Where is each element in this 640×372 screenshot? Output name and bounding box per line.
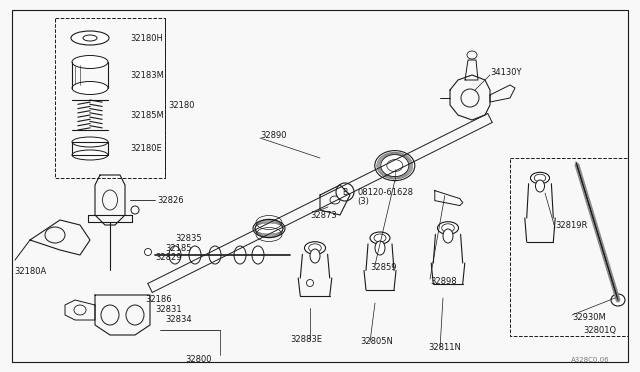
Ellipse shape	[145, 248, 152, 256]
Text: 32859: 32859	[370, 263, 397, 273]
Text: A328C0.06: A328C0.06	[572, 357, 610, 363]
Ellipse shape	[209, 246, 221, 264]
Ellipse shape	[252, 246, 264, 264]
Ellipse shape	[71, 31, 109, 45]
Text: 32831: 32831	[155, 305, 182, 314]
Text: 32898: 32898	[430, 278, 456, 286]
Ellipse shape	[307, 279, 314, 286]
Text: 32890: 32890	[260, 131, 287, 140]
Text: 32180H: 32180H	[130, 33, 163, 42]
Text: 32180E: 32180E	[130, 144, 162, 153]
Ellipse shape	[72, 81, 108, 94]
Ellipse shape	[234, 246, 246, 264]
Text: 32185M: 32185M	[130, 110, 164, 119]
Text: 32811N: 32811N	[428, 343, 461, 353]
Text: 32930M: 32930M	[572, 314, 605, 323]
Ellipse shape	[611, 294, 625, 306]
Text: 32834: 32834	[165, 315, 191, 324]
Text: 32883E: 32883E	[290, 336, 322, 344]
Text: 32185: 32185	[165, 244, 191, 253]
Ellipse shape	[375, 151, 415, 180]
Text: 32826: 32826	[157, 196, 184, 205]
Ellipse shape	[438, 222, 458, 234]
Text: 08120-61628: 08120-61628	[357, 187, 413, 196]
Ellipse shape	[443, 229, 453, 243]
Text: B: B	[342, 187, 348, 196]
Ellipse shape	[189, 246, 201, 264]
Ellipse shape	[131, 206, 139, 214]
Ellipse shape	[72, 150, 108, 160]
Text: 34130Y: 34130Y	[490, 67, 522, 77]
Ellipse shape	[169, 246, 181, 264]
Ellipse shape	[305, 242, 326, 254]
Ellipse shape	[72, 55, 108, 68]
Text: 32800: 32800	[185, 356, 211, 365]
Text: 32835: 32835	[175, 234, 202, 243]
Ellipse shape	[531, 172, 550, 184]
Text: 32819R: 32819R	[555, 221, 588, 230]
Ellipse shape	[72, 137, 108, 147]
Text: 32180A: 32180A	[14, 267, 46, 276]
Text: 32829: 32829	[155, 253, 182, 263]
Bar	[510, 158, 628, 336]
Bar	[55, 18, 165, 178]
Ellipse shape	[253, 219, 285, 237]
Text: 32186: 32186	[145, 295, 172, 305]
Ellipse shape	[375, 241, 385, 255]
Text: 32183M: 32183M	[130, 71, 164, 80]
Text: 32801Q: 32801Q	[583, 326, 616, 334]
Ellipse shape	[310, 249, 320, 263]
Text: 32873: 32873	[310, 211, 337, 219]
Circle shape	[336, 183, 354, 201]
Text: (3): (3)	[357, 196, 369, 205]
Text: 32805N: 32805N	[360, 337, 393, 346]
Ellipse shape	[536, 180, 545, 192]
Text: 32180: 32180	[168, 100, 195, 109]
Ellipse shape	[370, 232, 390, 244]
